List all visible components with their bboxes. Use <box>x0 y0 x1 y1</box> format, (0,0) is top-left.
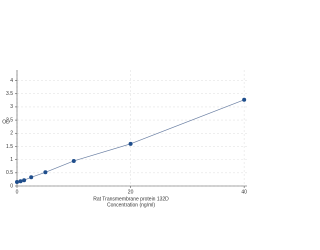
x-axis-label: Rat Transmembrane protein 132D <box>93 196 169 202</box>
y-tick-label: 1 <box>10 157 13 163</box>
y-tick-label: 0.5 <box>6 170 13 176</box>
data-point <box>18 179 23 184</box>
y-tick-label: 2.5 <box>6 117 13 123</box>
data-point <box>242 97 247 102</box>
x-tick-label: 40 <box>241 189 247 195</box>
y-tick-label: 4 <box>10 78 13 84</box>
y-tick-label: 0 <box>10 183 13 189</box>
data-point <box>22 178 27 183</box>
y-tick-label: 2 <box>10 131 13 137</box>
x-tick-label: 20 <box>128 189 134 195</box>
data-point <box>29 175 34 180</box>
x-axis-sublabel: Concentration (ng/ml) <box>107 202 155 208</box>
y-tick-label: 3 <box>10 104 13 110</box>
chart: OD Rat Transmembrane protein 132D Concen… <box>2 70 247 208</box>
data-point <box>71 158 76 163</box>
y-tick-label: 1.5 <box>6 144 13 150</box>
y-axis-label: OD <box>2 119 10 125</box>
data-point <box>43 170 48 175</box>
curve <box>16 99 245 183</box>
x-tick-label: 0 <box>16 189 19 195</box>
data-point <box>15 180 19 185</box>
data-point <box>128 141 133 146</box>
y-tick-label: 3.5 <box>6 91 13 97</box>
